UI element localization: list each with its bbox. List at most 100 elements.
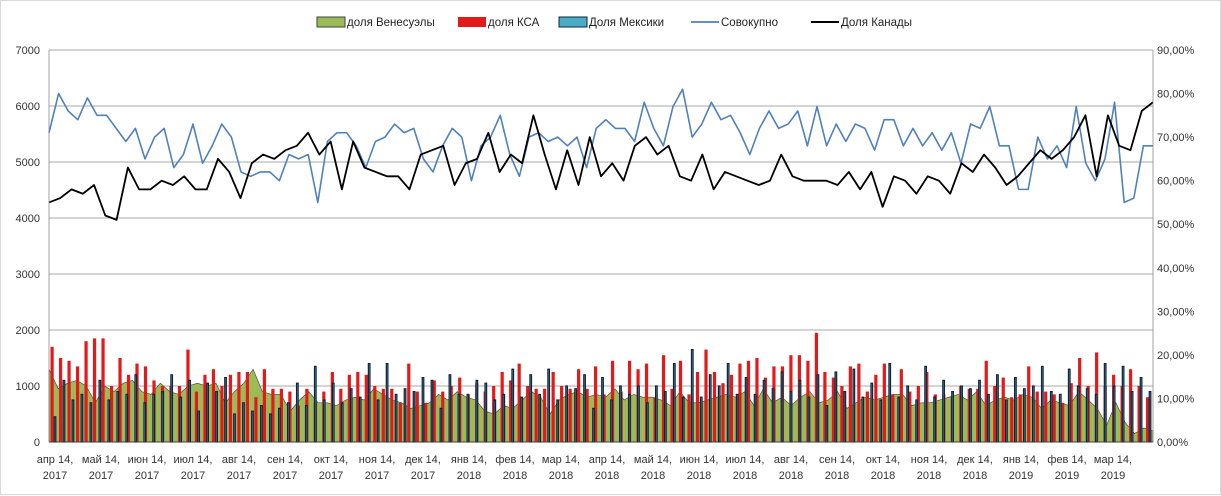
x-tick-label-year: 2018 <box>595 470 619 482</box>
legend-label: Доля Канады <box>841 17 912 29</box>
legend-label: Доля Мексики <box>589 17 664 29</box>
ksa-bar <box>755 358 759 442</box>
mexico-bar <box>313 365 317 443</box>
x-tick-label: апр 14, <box>37 454 74 466</box>
ksa-bar <box>398 402 402 442</box>
line-series <box>48 88 1154 221</box>
y-left-tick-label: 2000 <box>16 325 40 337</box>
mexico-bar <box>1005 399 1008 443</box>
mexico-bar <box>583 374 586 443</box>
ksa-bar <box>984 360 988 442</box>
x-tick-label: окт 14, <box>314 454 348 466</box>
mexico-bar <box>502 393 506 443</box>
mexico-bar <box>996 374 999 443</box>
ksa-bar <box>441 391 445 442</box>
ksa-bar <box>50 346 54 442</box>
mexico-bar <box>385 363 389 443</box>
mexico-bar <box>430 379 434 443</box>
ksa-bar <box>347 374 351 442</box>
ksa-bar <box>288 391 292 442</box>
ksa-bar <box>186 349 190 442</box>
mexico-bar <box>942 379 945 443</box>
legend-label: Совокупно <box>721 17 778 29</box>
ksa-bar <box>109 386 114 442</box>
ksa-bar <box>1137 386 1141 442</box>
x-tick-label-year: 2018 <box>779 470 803 482</box>
mexico-bar <box>197 410 201 443</box>
mexico-bar <box>304 405 308 443</box>
legend-swatch-box <box>558 16 588 28</box>
ksa-bar <box>916 386 920 442</box>
mexico-bar <box>610 399 613 443</box>
ksa-bar <box>1069 383 1073 442</box>
ksa-bar <box>432 380 436 442</box>
ksa-bar <box>899 369 903 442</box>
mexico-bar <box>807 396 811 443</box>
ksa-bar <box>1001 377 1005 442</box>
mexico-bar <box>421 377 425 443</box>
ksa-bar <box>993 386 997 442</box>
mexico-bar <box>870 382 874 443</box>
mexico-bar <box>475 379 479 443</box>
ksa-bar <box>543 388 547 442</box>
mexico-bar <box>80 393 84 443</box>
mexico-bar <box>726 363 730 443</box>
mexico-bar <box>861 396 865 443</box>
ksa-bar <box>254 397 258 442</box>
mexico-bar <box>987 393 990 443</box>
mexico-bar <box>170 374 174 443</box>
x-tick-label-year: 2018 <box>687 470 711 482</box>
x-tick-label-year: 2018 <box>549 470 573 482</box>
ksa-bar <box>220 386 224 442</box>
mexico-bar <box>663 391 667 443</box>
mexico-bar <box>888 363 892 443</box>
y-right-tick-label: 90,00% <box>1157 45 1195 57</box>
mexico-bar <box>493 399 497 443</box>
mexico-bar <box>852 368 856 443</box>
mexico-bar <box>708 374 712 443</box>
ksa-bar <box>704 349 708 442</box>
x-tick-label: ноя 14, <box>911 454 948 466</box>
y-left-tick-label: 0 <box>34 437 40 449</box>
y-left-tick-label: 1000 <box>16 381 40 393</box>
mexico-bar <box>825 405 829 443</box>
mexico-bar <box>699 396 703 443</box>
mexico-bar <box>879 399 883 443</box>
ksa-bar <box>840 386 844 442</box>
ksa-bar <box>908 391 912 442</box>
mexico-bar <box>134 374 138 443</box>
mexico-bar <box>376 399 380 443</box>
mexico-bar <box>681 396 685 443</box>
mexico-bar <box>780 371 784 443</box>
mexico-bar <box>224 377 227 443</box>
mexico-bar <box>322 399 326 443</box>
legend-swatch-box <box>316 16 346 28</box>
mexico-bar <box>915 399 919 443</box>
mexico-bar <box>1112 385 1116 443</box>
mexico-bar <box>457 393 461 443</box>
mexico-bar <box>565 385 569 443</box>
mexico-bar <box>71 399 75 443</box>
mexico-bar <box>924 365 928 443</box>
ksa-bar <box>67 360 71 442</box>
mexico-bar <box>511 368 515 443</box>
mexico-bar <box>960 385 963 443</box>
mexico-bar <box>1076 385 1080 443</box>
x-tick-label: фев 14, <box>495 454 534 466</box>
mexico-bar <box>645 402 649 443</box>
mexico-bar <box>286 402 290 443</box>
ksa-bar <box>1078 358 1082 442</box>
legend-swatch-box <box>458 17 486 27</box>
ksa-bar <box>203 374 207 442</box>
mexico-bar <box>529 374 533 443</box>
mexico-bar <box>762 379 766 443</box>
x-tick-label-year: 2017 <box>273 470 297 482</box>
mexico-bar <box>466 393 470 443</box>
mexico-bar <box>251 410 254 443</box>
ksa-bar <box>738 363 742 442</box>
y-right-tick-label: 10,00% <box>1157 393 1195 405</box>
ksa-bar <box>101 338 105 442</box>
legend: доля Венесуэлы доля КСА Доля Мексики Совоку… <box>316 16 912 29</box>
x-tick-label: авг 14, <box>222 454 256 466</box>
x-tick-label-year: 2018 <box>917 470 941 482</box>
